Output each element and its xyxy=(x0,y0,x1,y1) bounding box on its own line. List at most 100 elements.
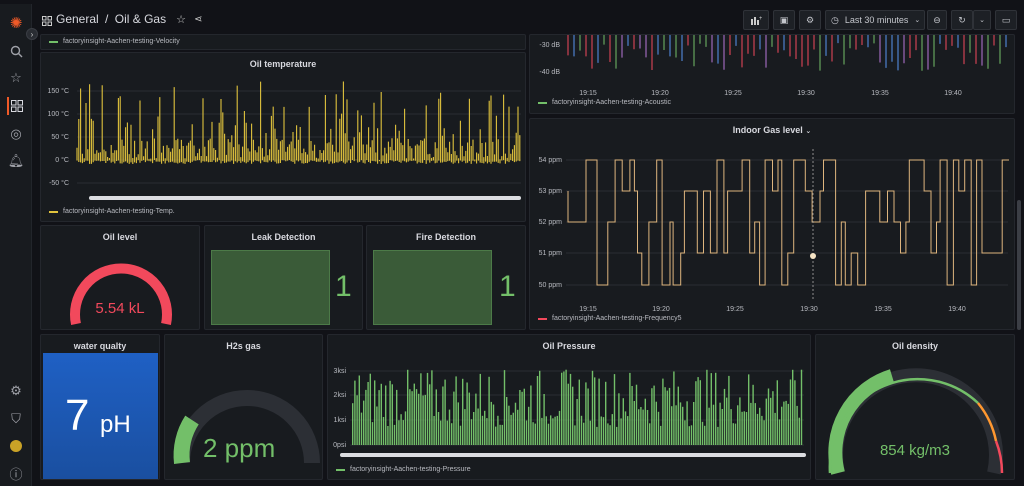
oil-pressure-bar xyxy=(442,386,444,445)
oil-pressure-title[interactable]: Oil Pressure xyxy=(542,341,596,351)
tv-mode-button[interactable]: ▭ xyxy=(995,10,1017,30)
y-tick-label: -30 dB xyxy=(539,42,560,49)
oil-pressure-bar xyxy=(600,416,602,445)
leak-detection-value: 1 xyxy=(335,270,352,303)
oil-pressure-chart[interactable]: 3ksi 2ksi 1ksi 0psi xyxy=(328,351,811,461)
oil-pressure-bar xyxy=(503,370,506,445)
oil-pressure-bar xyxy=(389,380,391,445)
h2s-gas-gauge[interactable] xyxy=(165,351,323,480)
time-picker[interactable]: ◷ Last 30 minutes ⌄ xyxy=(825,10,925,30)
oil-pressure-bar xyxy=(508,405,510,445)
oil-pressure-bar xyxy=(789,379,792,445)
oil-pressure-bar xyxy=(759,407,761,445)
water-quality-background xyxy=(43,353,158,479)
oil-pressure-bar xyxy=(415,389,418,445)
oil-pressure-bar xyxy=(800,369,803,445)
y-tick-label: 52 ppm xyxy=(539,219,563,226)
oil-pressure-bar xyxy=(794,380,796,445)
dashboards-icon[interactable] xyxy=(7,97,25,115)
help-icon[interactable]: ⓘ xyxy=(9,466,23,482)
oil-pressure-bar xyxy=(521,391,523,445)
grafana-logo-icon[interactable]: ✺ xyxy=(9,15,23,32)
oil-pressure-bar xyxy=(422,395,424,445)
star-dashboard-icon[interactable]: ☆ xyxy=(176,13,186,26)
oil-pressure-bar xyxy=(580,415,583,445)
indoor-gas-chart[interactable]: 54 ppm 53 ppm 52 ppm 51 ppm 50 ppm 19:15 19:20… xyxy=(530,139,1015,329)
acoustic-panel: -30 dB -40 dB 19:15 19:20 19:25 19:30 19:35 19:… xyxy=(529,34,1015,114)
expand-sidebar-button[interactable]: › xyxy=(26,28,38,40)
chevron-down-icon[interactable]: ⌄ xyxy=(805,128,812,135)
refresh-button[interactable]: ↻ xyxy=(951,10,973,30)
oil-pressure-bar xyxy=(426,372,429,445)
velocity-legend[interactable]: factoryinsight-Aachen-testing-Velocity xyxy=(63,38,180,45)
leak-detection-sparkline-area xyxy=(211,250,330,325)
leak-detection-title[interactable]: Leak Detection xyxy=(251,232,316,242)
oil-pressure-bar xyxy=(444,379,446,445)
oil-pressure-bar xyxy=(750,402,752,445)
indoor-gas-legend[interactable]: factoryinsight-Aachen-testing-Frequency5 xyxy=(552,315,682,322)
oil-pressure-bar xyxy=(532,422,534,445)
oil-temperature-legend[interactable]: factoryinsight-Aachen-testing-Temp. xyxy=(63,208,175,215)
oil-pressure-bar xyxy=(466,382,468,445)
velocity-panel: factoryinsight-Aachen-testing-Velocity xyxy=(40,34,526,50)
indoor-gas-series xyxy=(567,159,1009,286)
oil-pressure-bar xyxy=(367,382,369,445)
oil-pressure-panel: Oil Pressure 3ksi 2ksi 1ksi 0psi factoryins… xyxy=(327,334,811,480)
oil-temperature-chart[interactable]: 150 °C 100 °C 50 °C 0 °C -50 °C xyxy=(41,73,526,222)
oil-temperature-title[interactable]: Oil temperature xyxy=(249,59,317,69)
water-quality-title[interactable]: water qualty xyxy=(73,341,127,351)
breadcrumb-section[interactable]: General xyxy=(56,12,99,26)
fire-detection-value: 1 xyxy=(499,270,516,303)
y-tick-label: -50 °C xyxy=(49,179,69,187)
chevron-down-icon: ⌄ xyxy=(979,17,985,24)
oil-pressure-bar xyxy=(385,385,387,445)
refresh-interval-button[interactable]: ⌄ xyxy=(973,10,991,30)
compass-icon[interactable]: ◎ xyxy=(10,126,22,141)
sidebar: ✺ ☆ ◎ 🔔︎ ⚙ ⛉ ⓘ xyxy=(0,4,32,486)
fire-detection-title[interactable]: Fire Detection xyxy=(415,232,476,242)
bell-icon[interactable]: 🔔︎ xyxy=(7,153,25,168)
oil-pressure-bar xyxy=(356,395,358,445)
oil-pressure-bar xyxy=(475,393,477,445)
zoom-out-button[interactable]: ⊖ xyxy=(927,10,947,30)
acoustic-legend[interactable]: factoryinsight-Aachen-testing-Acoustic xyxy=(552,99,672,106)
oil-pressure-legend[interactable]: factoryinsight-Aachen-testing-Pressure xyxy=(350,466,471,473)
avatar[interactable] xyxy=(7,437,25,455)
save-button[interactable]: ▣ xyxy=(773,10,795,30)
acoustic-chart[interactable]: -30 dB -40 dB 19:15 19:20 19:25 19:30 19:35 19:… xyxy=(530,35,1015,114)
oil-pressure-bar xyxy=(547,423,550,445)
oil-pressure-bar xyxy=(486,418,488,445)
oil-pressure-bar xyxy=(754,403,756,445)
oil-pressure-bar xyxy=(739,397,741,445)
oil-density-gauge[interactable] xyxy=(816,351,1015,480)
oil-pressure-bar xyxy=(534,423,536,445)
oil-pressure-bar xyxy=(363,400,365,445)
oil-pressure-bar xyxy=(589,420,591,445)
star-icon[interactable]: ☆ xyxy=(10,70,22,85)
oil-pressure-bar xyxy=(723,388,726,445)
oil-level-title[interactable]: Oil level xyxy=(102,232,138,242)
x-tick-label: 19:40 xyxy=(948,306,966,313)
indoor-gas-title[interactable]: Indoor Gas level xyxy=(732,125,803,135)
share-icon[interactable]: ⋖ xyxy=(193,13,203,25)
page-scrollbar[interactable] xyxy=(1017,200,1021,330)
oil-density-title[interactable]: Oil density xyxy=(891,341,938,351)
oil-temperature-scrollbar[interactable] xyxy=(89,196,521,200)
oil-pressure-bar xyxy=(409,389,411,445)
oil-pressure-bar xyxy=(767,388,770,445)
settings-button[interactable]: ⚙ xyxy=(799,10,821,30)
oil-pressure-bar xyxy=(697,377,699,445)
oil-pressure-bar xyxy=(378,390,380,445)
add-panel-button[interactable]: + xyxy=(743,10,769,30)
breadcrumb-dashboard[interactable]: Oil & Gas xyxy=(114,12,167,26)
gear-icon[interactable]: ⚙ xyxy=(10,383,22,398)
oil-level-gauge[interactable] xyxy=(41,244,200,330)
h2s-gas-title[interactable]: H2s gas xyxy=(226,341,261,351)
oil-pressure-bar xyxy=(455,376,457,445)
oil-pressure-scrollbar[interactable] xyxy=(340,453,806,457)
oil-pressure-bar xyxy=(484,410,486,445)
search-icon[interactable] xyxy=(7,42,25,60)
oil-pressure-bar xyxy=(763,420,765,445)
oil-pressure-bar xyxy=(712,404,715,445)
shield-icon[interactable]: ⛉ xyxy=(11,411,21,426)
